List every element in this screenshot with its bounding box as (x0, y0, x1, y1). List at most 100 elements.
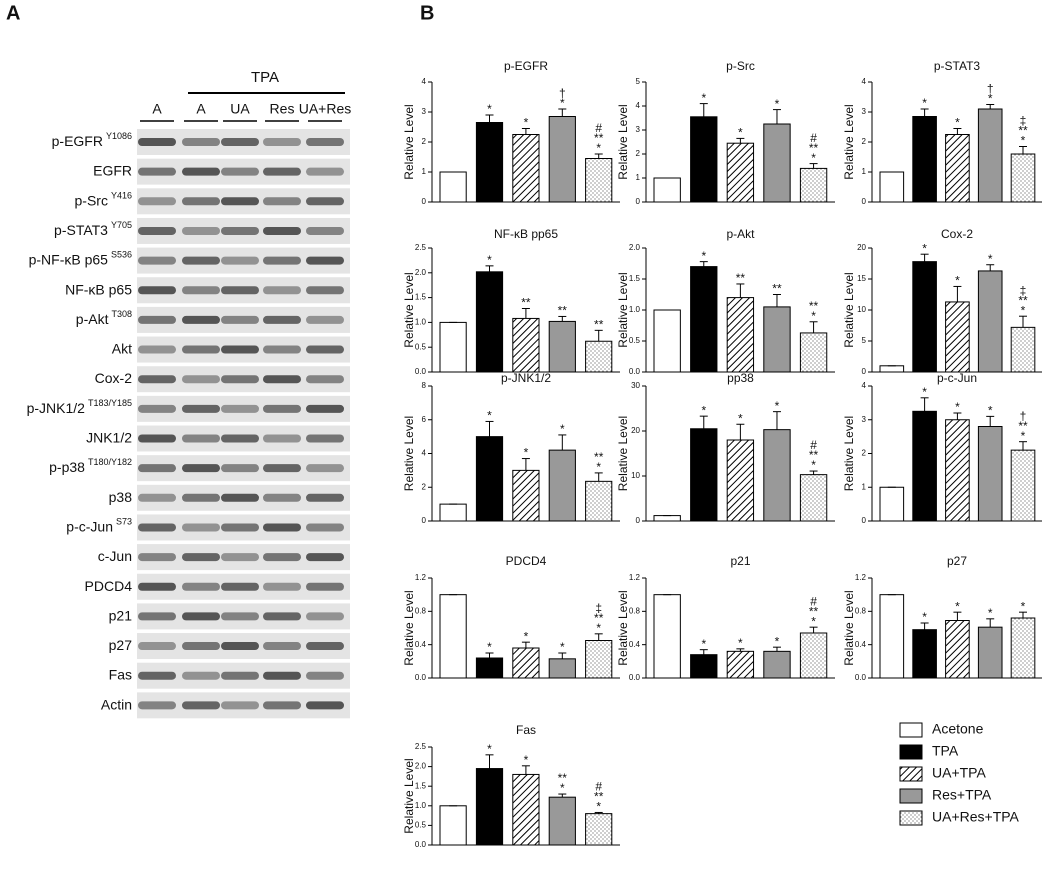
chart-title: pp38 (727, 371, 754, 385)
blot-band (221, 553, 259, 562)
blot-label: p21 (109, 607, 133, 623)
bar (585, 158, 613, 203)
blot-band (182, 404, 220, 413)
significance-mark: * (922, 241, 927, 255)
protein-name: JNK1/2 (86, 429, 132, 445)
significance-mark: * (775, 634, 780, 648)
bar (548, 116, 576, 203)
blot-band (182, 493, 220, 502)
y-tick-label: 2.5 (415, 243, 427, 252)
phospho-site: T183/Y185 (88, 398, 132, 408)
blot-band (138, 612, 176, 621)
blot-band (138, 642, 176, 651)
y-tick-label: 8 (422, 381, 427, 390)
bar (945, 134, 970, 203)
protein-name: Actin (101, 696, 132, 712)
significance-mark: * (955, 116, 960, 130)
chart-title: p-EGFR (504, 59, 548, 73)
y-tick-label: 5 (862, 336, 867, 345)
y-tick-label: 0 (422, 197, 427, 206)
y-axis-label: Relative Level (842, 416, 856, 491)
group-label: TPA (251, 69, 279, 86)
significance-mark: * (811, 151, 816, 165)
blot-band (263, 197, 301, 206)
blot-band (221, 582, 259, 591)
y-tick-label: 5 (636, 77, 641, 86)
y-tick-label: 0.8 (855, 606, 867, 615)
blot-band (221, 256, 259, 265)
y-tick-label: 1 (862, 482, 867, 491)
lane-label: A (152, 101, 162, 117)
blot-label: NF-κB p65 (65, 281, 132, 297)
significance-mark: * (524, 116, 529, 130)
blot-band (263, 167, 301, 176)
significance-mark: ** (736, 271, 746, 285)
significance-mark: ** (1018, 419, 1028, 433)
bar (512, 469, 540, 522)
y-tick-label: 0 (862, 516, 867, 525)
blot-band (138, 553, 176, 562)
blot-band (182, 256, 220, 265)
bar (799, 167, 828, 203)
y-axis-label: Relative Level (402, 272, 416, 347)
blot-band (263, 493, 301, 502)
legend-label: UA+TPA (932, 765, 986, 781)
y-axis-label: Relative Level (402, 758, 416, 833)
blot-band (306, 553, 344, 562)
y-tick-label: 0 (422, 516, 427, 525)
blot-band (138, 256, 176, 265)
bar (690, 266, 718, 373)
significance-mark: * (988, 404, 993, 418)
significance-mark: ** (772, 282, 782, 296)
bar (512, 647, 540, 679)
blot-label: Fas (109, 666, 132, 682)
significance-mark: * (1021, 599, 1026, 613)
blot-band (182, 612, 220, 621)
bar (585, 640, 613, 679)
blot-band (306, 671, 344, 680)
lane-label: UA+Res (299, 101, 352, 117)
bar (475, 657, 504, 679)
bar (653, 515, 681, 522)
blot-band (182, 345, 220, 354)
y-axis-label: Relative Level (842, 590, 856, 665)
blot-band (263, 256, 301, 265)
blot-band (182, 167, 220, 176)
y-tick-label: 1.2 (855, 573, 867, 582)
blot-band (306, 612, 344, 621)
chart-title: Fas (516, 723, 536, 737)
chart-title: p-STAT3 (934, 59, 981, 73)
y-tick-label: 1 (636, 173, 641, 182)
chart-title: p27 (947, 554, 967, 568)
y-tick-label: 1.2 (415, 573, 427, 582)
y-tick-label: 2.0 (415, 762, 427, 771)
bar (439, 503, 467, 522)
significance-mark: * (775, 97, 780, 111)
blot-band (263, 315, 301, 324)
blot-band (138, 226, 176, 235)
y-tick-label: 1.2 (629, 573, 641, 582)
blot-band (221, 612, 259, 621)
significance-mark: † (1020, 409, 1027, 423)
significance-mark: * (955, 274, 960, 288)
legend-label: Acetone (932, 721, 984, 737)
y-axis-label: Relative Level (402, 416, 416, 491)
significance-mark: ** (594, 790, 604, 804)
y-tick-label: 2 (636, 149, 641, 158)
blot-band (182, 523, 220, 532)
y-tick-label: 4 (862, 77, 867, 86)
blot-band (138, 167, 176, 176)
bar (912, 261, 937, 373)
blot-band (221, 523, 259, 532)
protein-name: p-JNK1/2 (27, 400, 86, 416)
blot-band (306, 138, 344, 146)
y-tick-label: 1.5 (629, 274, 641, 283)
blot-label: p-EGFR Y1086 (52, 131, 132, 148)
bar (512, 134, 540, 203)
significance-mark: ** (809, 604, 819, 618)
bar (726, 439, 755, 522)
significance-mark: ** (594, 131, 604, 145)
legend-label: TPA (932, 743, 959, 759)
protein-name: c-Jun (98, 548, 132, 564)
bar (799, 474, 828, 522)
